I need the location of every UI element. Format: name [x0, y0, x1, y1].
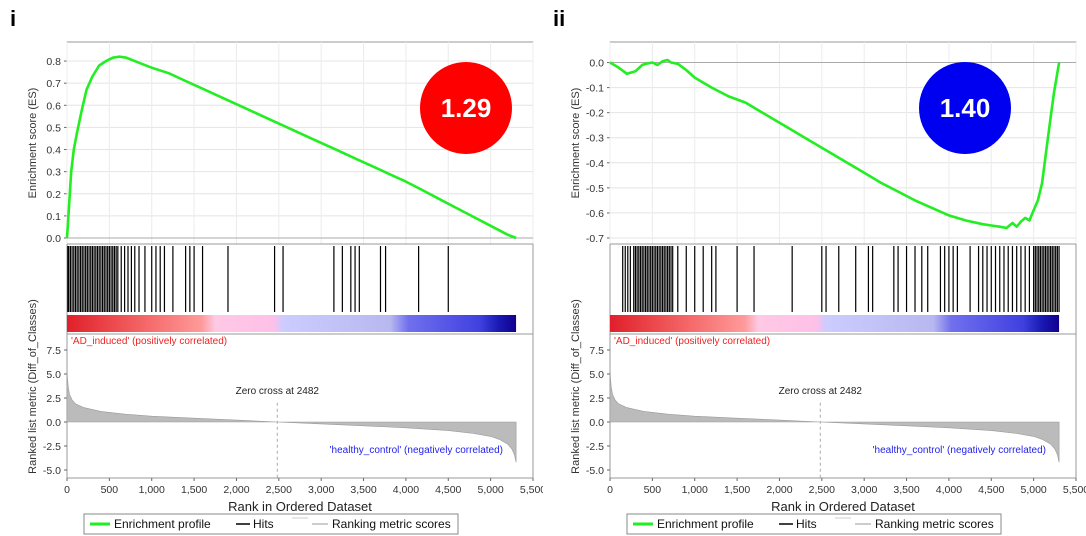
x-tick-label: 1,000 [682, 484, 708, 496]
metric-tick-label: -5.0 [43, 465, 61, 477]
enrichment-profile-line [609, 58, 1061, 230]
es-tick-label: -0.7 [586, 233, 604, 245]
panel-label: ii [553, 6, 565, 31]
legend-hits-label: Hits [796, 517, 817, 531]
metric-axis-label: Ranked list metric (Diff_of_Classes) [27, 299, 39, 474]
negative-class-label: 'healthy_control' (negatively correlated… [873, 445, 1046, 456]
x-tick-label: 5,000 [1020, 484, 1046, 496]
metric-tick-label: 2.5 [46, 393, 61, 405]
x-tick-label: 5,500 [1063, 484, 1086, 496]
es-tick-label: -0.4 [586, 158, 604, 170]
metric-tick-label: 5.0 [589, 369, 604, 381]
x-tick-label: 0 [64, 484, 70, 496]
es-tick-label: 0.3 [46, 167, 61, 179]
x-axis-title: Rank in Ordered Dataset [771, 499, 915, 514]
x-tick-label: 4,000 [936, 484, 962, 496]
es-tick-label: -0.6 [586, 208, 604, 220]
x-axis-title: Rank in Ordered Dataset [228, 499, 372, 514]
es-tick-label: -0.3 [586, 133, 604, 145]
x-tick-label: 2,000 [766, 484, 792, 496]
es-tick-label: 0.6 [46, 100, 61, 112]
es-axis-label: Enrichment score (ES) [27, 88, 39, 199]
metric-tick-label: 2.5 [589, 393, 604, 405]
es-tick-label: 0.1 [46, 211, 61, 223]
gsea-plot-svg: ii 0.0 -0.1 -0.2 -0.3 -0.4 -0.5 -0.6 -0.7 Enrichm… [553, 6, 1086, 535]
metric-tick-label: 5.0 [46, 369, 61, 381]
metric-tick-label: 0.0 [46, 417, 61, 429]
x-tick-label: 3,000 [851, 484, 877, 496]
legend-box [83, 513, 459, 535]
x-tick-label: 4,500 [978, 484, 1004, 496]
es-tick-label: 0.4 [46, 145, 61, 157]
zero-cross-label: Zero cross at 2482 [236, 386, 320, 397]
es-tick-label: 0.5 [46, 122, 61, 134]
metric-tick-label: 7.5 [589, 345, 604, 357]
zero-cross-label: Zero cross at 2482 [779, 386, 863, 397]
es-tick-label: -0.1 [586, 83, 604, 95]
x-tick-label: 4,000 [393, 484, 419, 496]
legend-hits-label: Hits [253, 517, 274, 531]
x-tick-label: 1,500 [181, 484, 207, 496]
legend-metric-label: Ranking metric scores [332, 517, 451, 531]
x-tick-label: 4,500 [435, 484, 461, 496]
nes-value: 1.29 [441, 93, 492, 123]
panel-label: i [10, 6, 16, 31]
x-tick-label: 3,500 [350, 484, 376, 496]
positive-class-label: 'AD_induced' (positively correlated) [614, 336, 770, 347]
es-axis-label: Enrichment score (ES) [570, 88, 582, 199]
metric-tick-label: -2.5 [586, 441, 604, 453]
x-tick-label: 2,500 [266, 484, 292, 496]
es-tick-label: 0.8 [46, 56, 61, 68]
x-tick-label: 5,000 [477, 484, 503, 496]
es-tick-label: -0.5 [586, 183, 604, 195]
x-tick-label: 1,000 [139, 484, 165, 496]
metric-axis-label: Ranked list metric (Diff_of_Classes) [570, 299, 582, 474]
es-tick-label: -0.2 [586, 108, 604, 120]
plot-frame [66, 41, 534, 479]
nes-badge [919, 62, 1011, 154]
plot-frame [609, 41, 1077, 479]
es-tick-label: 0.2 [46, 189, 61, 201]
metric-tick-label: 0.0 [589, 417, 604, 429]
gsea-plot-svg: i 0.0 0.1 0.2 0.3 0.4 0.5 0.6 0.7 0.8 Enrichment s… [10, 6, 543, 535]
es-tick-label: 0.7 [46, 78, 61, 90]
x-tick-label: 1,500 [724, 484, 750, 496]
gsea-plot-panel: i 0.0 0.1 0.2 0.3 0.4 0.5 0.6 0.7 0.8 Enrichment s… [10, 6, 543, 535]
x-tick-label: 2,500 [809, 484, 835, 496]
x-tick-label: 5,500 [520, 484, 543, 496]
legend-box [626, 513, 1002, 535]
rank-gradient-bar [610, 315, 1060, 332]
x-tick-label: 2,000 [223, 484, 249, 496]
x-tick-label: 500 [101, 484, 119, 496]
es-tick-label: 0.0 [46, 233, 61, 245]
x-tick-label: 3,500 [893, 484, 919, 496]
metric-tick-label: -2.5 [43, 441, 61, 453]
metric-tick-label: -5.0 [586, 465, 604, 477]
es-tick-label: 0.0 [589, 58, 604, 70]
rank-gradient-bar [67, 315, 517, 332]
x-tick-label: 0 [607, 484, 613, 496]
metric-tick-label: 7.5 [46, 345, 61, 357]
positive-class-label: 'AD_induced' (positively correlated) [71, 336, 227, 347]
legend-metric-label: Ranking metric scores [875, 517, 994, 531]
nes-badge [420, 62, 512, 154]
gsea-plot-panel: ii 0.0 -0.1 -0.2 -0.3 -0.4 -0.5 -0.6 -0.7 Enrichm… [543, 0, 1086, 536]
x-tick-label: 500 [644, 484, 662, 496]
legend-profile-label: Enrichment profile [657, 517, 754, 531]
legend-profile-label: Enrichment profile [114, 517, 211, 531]
x-tick-label: 3,000 [308, 484, 334, 496]
nes-value: 1.40 [940, 93, 991, 123]
enrichment-profile-line [65, 55, 517, 240]
negative-class-label: 'healthy_control' (negatively correlated… [330, 445, 503, 456]
